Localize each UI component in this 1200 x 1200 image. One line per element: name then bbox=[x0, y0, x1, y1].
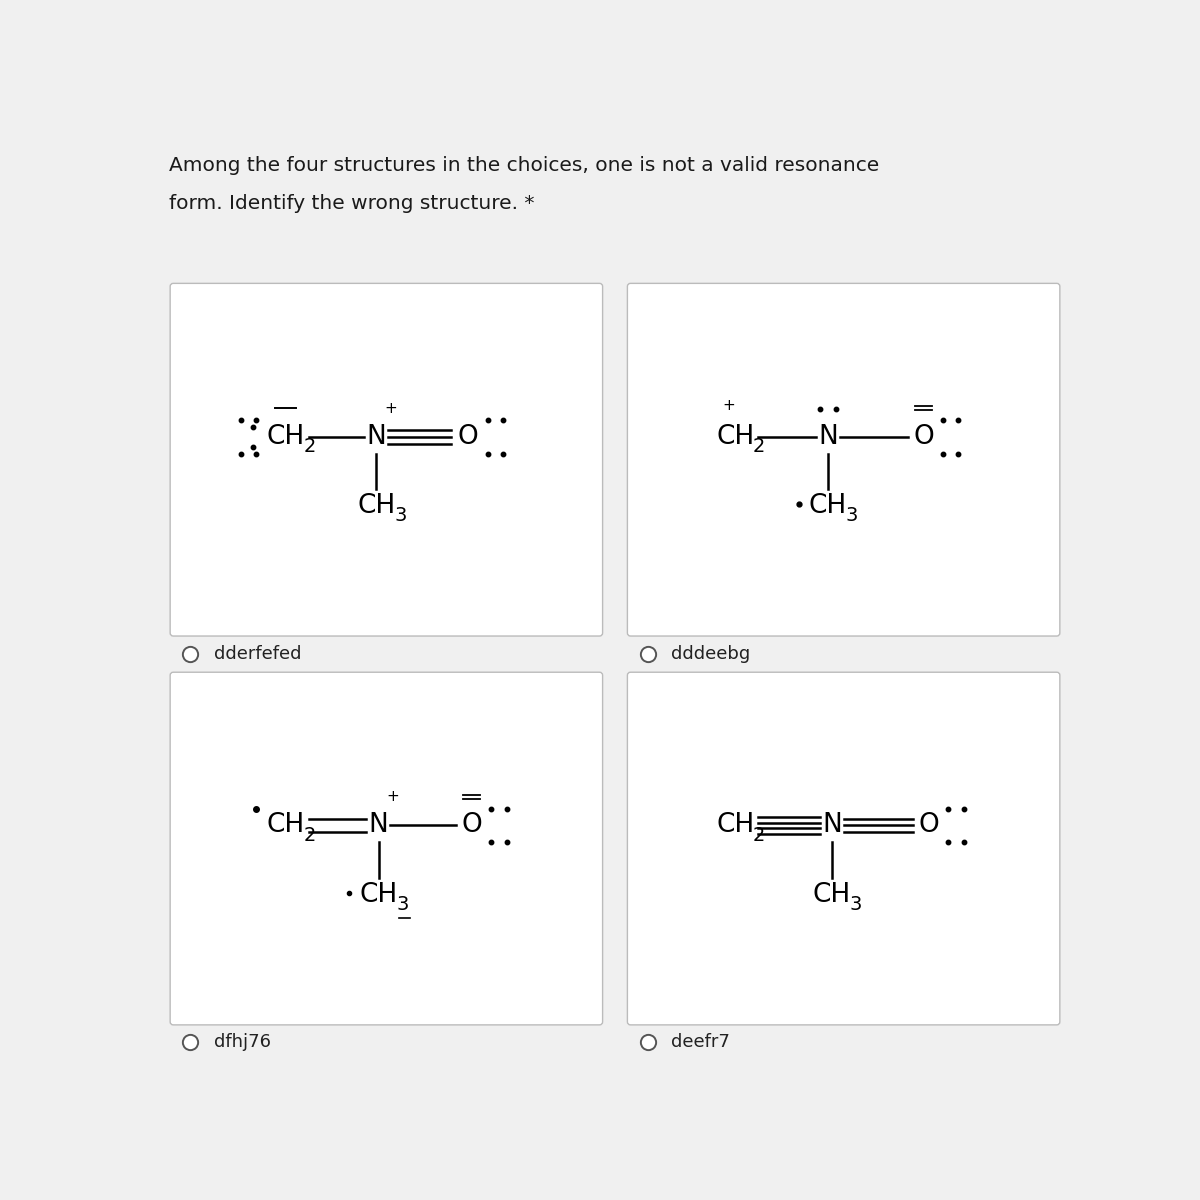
FancyBboxPatch shape bbox=[628, 283, 1060, 636]
Text: +: + bbox=[386, 790, 398, 804]
Text: N: N bbox=[822, 812, 842, 839]
Text: Among the four structures in the choices, one is not a valid resonance: Among the four structures in the choices… bbox=[169, 156, 880, 174]
Text: N: N bbox=[368, 812, 389, 839]
Text: CH: CH bbox=[360, 882, 397, 907]
Text: CH: CH bbox=[716, 424, 755, 450]
Text: dddeebg: dddeebg bbox=[671, 644, 750, 662]
Text: 2: 2 bbox=[304, 826, 316, 845]
Text: +: + bbox=[385, 401, 397, 415]
Text: 3: 3 bbox=[396, 895, 409, 914]
Text: O: O bbox=[913, 424, 934, 450]
Text: N: N bbox=[366, 424, 386, 450]
Text: CH: CH bbox=[716, 812, 755, 839]
FancyBboxPatch shape bbox=[170, 283, 602, 636]
Text: dfhj76: dfhj76 bbox=[214, 1033, 270, 1051]
Text: CH: CH bbox=[809, 493, 847, 518]
Text: O: O bbox=[457, 424, 478, 450]
FancyBboxPatch shape bbox=[628, 672, 1060, 1025]
Text: 2: 2 bbox=[304, 437, 316, 456]
Text: O: O bbox=[918, 812, 940, 839]
Text: deefr7: deefr7 bbox=[671, 1033, 730, 1051]
Text: 3: 3 bbox=[394, 506, 407, 526]
Text: 3: 3 bbox=[846, 506, 858, 526]
FancyBboxPatch shape bbox=[170, 672, 602, 1025]
Text: CH: CH bbox=[266, 812, 305, 839]
Text: CH: CH bbox=[812, 882, 851, 907]
Text: +: + bbox=[722, 398, 736, 413]
Text: CH: CH bbox=[266, 424, 305, 450]
Text: dderfefed: dderfefed bbox=[214, 644, 301, 662]
Text: 2: 2 bbox=[752, 437, 766, 456]
Text: O: O bbox=[461, 812, 482, 839]
Text: 3: 3 bbox=[850, 895, 863, 914]
Text: 2: 2 bbox=[752, 826, 766, 845]
Text: form. Identify the wrong structure. *: form. Identify the wrong structure. * bbox=[169, 194, 535, 214]
Text: CH: CH bbox=[358, 493, 396, 518]
Text: N: N bbox=[818, 424, 838, 450]
